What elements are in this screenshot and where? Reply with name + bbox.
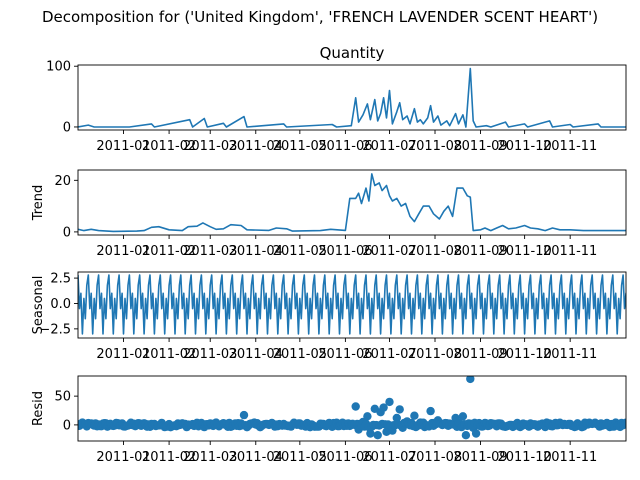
x-tick-label: 2011-02	[142, 347, 196, 362]
x-tick-label: 2011-08	[408, 347, 462, 362]
resid-point	[373, 431, 382, 440]
x-tick-label: 2011-07	[362, 139, 416, 154]
x-tick-label: 2011-11	[543, 139, 597, 154]
x-tick-label: 2011-07	[362, 450, 416, 465]
panel-frame	[77, 271, 627, 339]
resid-point	[466, 376, 475, 384]
x-tick-label: 2011-03	[183, 347, 237, 362]
resid-point	[410, 411, 419, 420]
y-tick-label: 20	[54, 174, 71, 189]
x-tick-label: 2011-05	[273, 347, 327, 362]
x-tick-label: 2011-10	[497, 347, 551, 362]
x-tick-label: 2011-03	[183, 244, 237, 259]
x-tick-label: 2011-11	[543, 347, 597, 362]
panel-data-layer	[78, 67, 626, 128]
x-tick-label: 2011-03	[183, 139, 237, 154]
panel-data-layer	[78, 173, 626, 233]
y-tick-label: 0.0	[50, 297, 71, 312]
resid-point	[458, 412, 468, 421]
x-tick-label: 2011-01	[96, 450, 150, 465]
x-tick-label: 2011-05	[273, 139, 327, 154]
y-axis-label: Trend	[31, 185, 46, 222]
x-tick-label: 2011-06	[318, 244, 372, 259]
x-tick-label: 2011-06	[318, 347, 372, 362]
x-tick-label: 2011-10	[497, 244, 551, 259]
x-tick-label: 2011-09	[453, 139, 507, 154]
x-tick-label: 2011-02	[142, 244, 196, 259]
resid-point	[366, 429, 375, 438]
x-tick-label: 2011-04	[229, 139, 283, 154]
x-tick-label: 2011-09	[453, 244, 507, 259]
resid-point	[379, 403, 388, 412]
x-tick-label: 2011-03	[183, 450, 237, 465]
x-tick-label: 2011-04	[229, 450, 283, 465]
resid-point	[471, 429, 481, 438]
resid-point	[392, 413, 401, 423]
y-tick-label: 100	[46, 60, 71, 75]
resid-point	[426, 406, 435, 416]
x-tick-label: 2011-08	[408, 244, 462, 259]
x-tick-label: 2011-06	[318, 139, 372, 154]
figure-suptitle: Decomposition for ('United Kingdom', 'FR…	[42, 8, 598, 26]
panel-frame	[77, 64, 627, 131]
x-tick-label: 2011-11	[543, 450, 597, 465]
panel-data-layer	[78, 376, 626, 440]
panel-frame	[77, 169, 627, 236]
panel-3: Seasonal−2.50.02.52011-012011-022011-032…	[31, 271, 627, 362]
series-line	[78, 67, 626, 128]
resid-point	[363, 412, 372, 421]
resid-point	[239, 410, 249, 420]
x-tick-label: 2011-04	[229, 244, 283, 259]
x-tick-label: 2011-08	[408, 139, 462, 154]
panel-2: Trend0202011-012011-022011-032011-042011…	[31, 169, 627, 259]
y-tick-label: 0	[63, 225, 71, 240]
x-tick-label: 2011-10	[497, 450, 551, 465]
x-tick-label: 2011-01	[96, 244, 150, 259]
y-axis-label: Seasonal	[31, 276, 46, 335]
x-tick-label: 2011-05	[273, 244, 327, 259]
x-tick-label: 2011-01	[96, 139, 150, 154]
x-tick-label: 2011-10	[497, 139, 551, 154]
resid-point	[351, 402, 360, 411]
panel-frame	[77, 375, 627, 442]
panel-title: Quantity	[320, 44, 385, 62]
resid-point	[621, 418, 626, 427]
panel-4: Resid 0502011-012011-022011-032011-042011…	[31, 375, 627, 465]
x-tick-label: 2011-06	[318, 450, 372, 465]
y-tick-label: 2.5	[50, 272, 71, 287]
x-tick-label: 2011-09	[453, 450, 507, 465]
panels-group: Quantity01002011-012011-022011-032011-04…	[31, 44, 627, 465]
resid-point	[385, 397, 394, 407]
y-tick-label: −2.5	[39, 322, 71, 337]
y-tick-label: 0	[63, 418, 71, 433]
x-tick-label: 2011-09	[453, 347, 507, 362]
x-tick-label: 2011-05	[273, 450, 327, 465]
x-tick-label: 2011-02	[142, 139, 196, 154]
resid-point	[461, 431, 471, 440]
resid-point	[395, 405, 404, 414]
seasonal-line	[78, 274, 626, 335]
y-tick-label: 0	[63, 120, 71, 135]
x-tick-label: 2011-08	[408, 450, 462, 465]
x-tick-label: 2011-11	[543, 244, 597, 259]
panel-data-layer	[78, 274, 626, 335]
x-tick-label: 2011-01	[96, 347, 150, 362]
x-tick-label: 2011-02	[142, 450, 196, 465]
x-tick-label: 2011-04	[229, 347, 283, 362]
y-axis-label: Resid	[31, 391, 46, 426]
x-tick-label: 2011-07	[362, 347, 416, 362]
y-tick-label: 50	[54, 390, 71, 405]
x-tick-label: 2011-07	[362, 244, 416, 259]
series-line	[78, 173, 626, 233]
panel-1: Quantity 0 100 2011-012011-022011-032011-04…	[46, 44, 627, 154]
